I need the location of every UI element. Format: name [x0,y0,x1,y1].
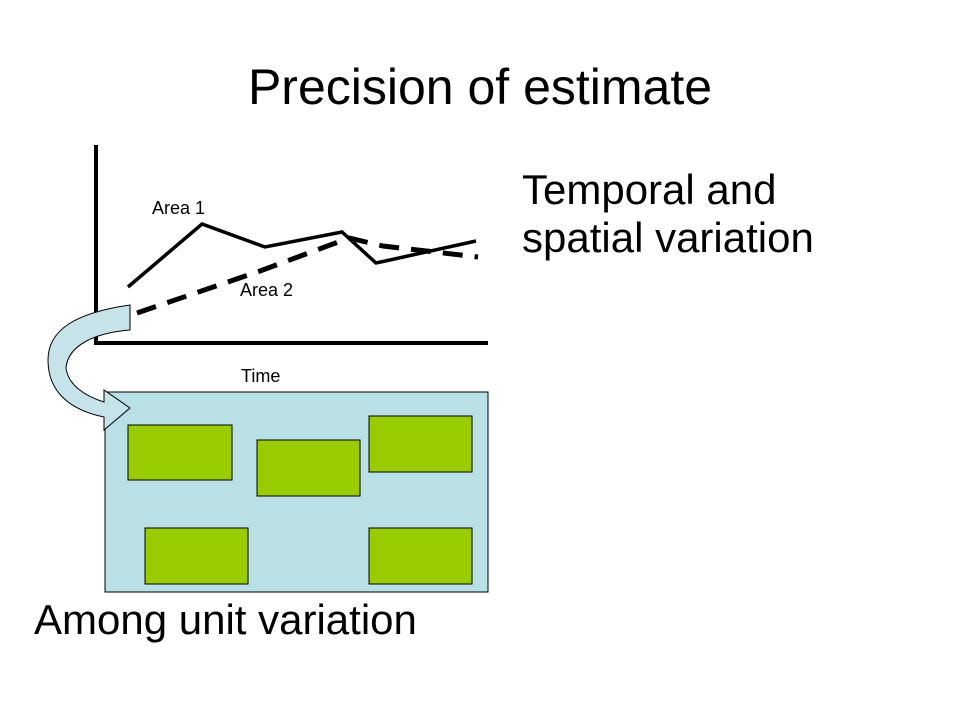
unit-block-2 [256,439,361,497]
unit-block-1 [127,424,233,481]
time-axis-label: Time [241,366,281,386]
among-unit-variation-label: Among unit variation [34,596,417,643]
slide-title: Precision of estimate [247,59,713,115]
temporal-spatial-note: Temporal and spatial variation [522,166,942,262]
unit-block-5 [368,527,473,585]
unit-block-3 [368,415,473,473]
unit-block-4 [144,527,249,585]
curved-arrow-icon [47,304,131,432]
side-note-line-1: Temporal and [522,166,777,213]
area-2-label: Area 2 [240,280,294,300]
side-note-line-2: spatial variation [522,214,814,261]
area-1-label: Area 1 [152,198,206,218]
area-1-line [126,222,477,289]
area-2-line [136,235,479,316]
